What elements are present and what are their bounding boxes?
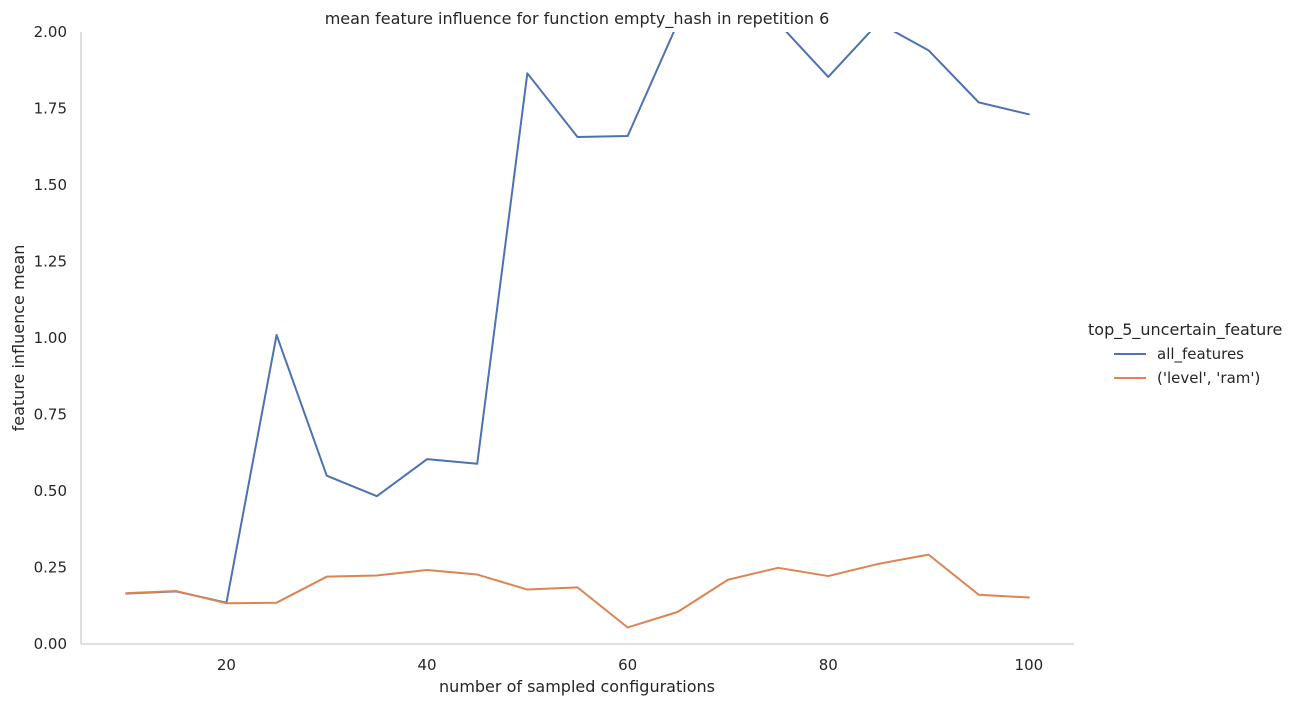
y-tick-label: 0.00 [34,635,67,653]
series-line-all-features [125,32,1030,604]
legend-label: ('level', 'ram') [1157,369,1260,387]
x-tick-label: 100 [1015,656,1044,674]
y-tick-label: 1.50 [34,176,67,194]
legend-label: all_features [1157,345,1244,364]
legend: top_5_uncertain_feature all_features ('le… [1088,320,1282,387]
chart-title: mean feature influence for function empt… [325,9,830,29]
y-tick-label: 1.25 [34,253,67,271]
x-axis-label: number of sampled configurations [439,677,715,696]
x-tick-label: 20 [217,656,236,674]
y-tick-label: 1.75 [34,100,67,118]
axes [80,32,1074,645]
y-axis-label: feature influence mean [9,245,28,432]
y-tick-label: 0.50 [34,482,67,500]
series-lines [125,32,1030,629]
x-ticks: 20 40 60 80 100 [217,656,1043,674]
x-tick-label: 60 [618,656,637,674]
legend-title: top_5_uncertain_feature [1088,320,1282,340]
series-line-level-ram [125,553,1030,629]
y-ticks: 0.00 0.25 0.50 0.75 1.00 1.25 1.50 1.75 2.00 [34,23,67,653]
y-tick-label: 0.25 [34,559,67,577]
y-tick-label: 0.75 [34,406,67,424]
y-tick-label: 1.00 [34,329,67,347]
x-tick-label: 40 [417,656,436,674]
x-tick-label: 80 [819,656,838,674]
y-tick-label: 2.00 [34,23,67,41]
